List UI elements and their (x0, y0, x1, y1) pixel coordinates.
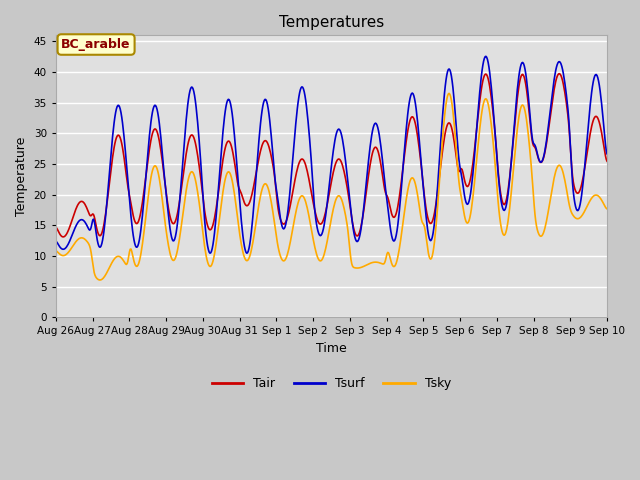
Tsky (399, 219, 407, 225)
Tsurf (243, 250, 250, 256)
Tair (52, 225, 60, 230)
Line: Tair: Tair (56, 74, 607, 237)
Tsky (97, 277, 104, 283)
Tsky (205, 262, 212, 267)
Y-axis label: Temperature: Temperature (15, 137, 28, 216)
Tair (60, 234, 67, 240)
Tsky (415, 203, 423, 208)
Tair (556, 71, 563, 77)
X-axis label: Time: Time (316, 342, 347, 355)
Tsurf (482, 53, 490, 59)
Legend: Tair, Tsurf, Tsky: Tair, Tsurf, Tsky (207, 372, 456, 396)
Tair (63, 231, 70, 237)
Tsurf (415, 136, 423, 142)
Tair (175, 201, 183, 206)
Tair (120, 149, 127, 155)
Tsurf (118, 120, 126, 126)
Text: BC_arable: BC_arable (61, 38, 131, 51)
Tsky (445, 91, 453, 96)
Line: Tsurf: Tsurf (56, 56, 607, 253)
Tair (603, 158, 611, 164)
Tsky (175, 237, 183, 243)
Tsurf (399, 164, 407, 169)
Tsurf (62, 245, 70, 251)
Tair (399, 164, 407, 170)
Tair (415, 145, 423, 151)
Title: Temperatures: Temperatures (279, 15, 384, 30)
Tsurf (204, 243, 211, 249)
Tsky (603, 206, 611, 212)
Tsky (62, 252, 70, 258)
Tair (205, 225, 212, 231)
Tsurf (603, 151, 611, 156)
Tsky (52, 248, 60, 253)
Tsky (120, 257, 127, 263)
Tsurf (52, 239, 60, 244)
Tsurf (175, 211, 182, 216)
Line: Tsky: Tsky (56, 94, 607, 280)
